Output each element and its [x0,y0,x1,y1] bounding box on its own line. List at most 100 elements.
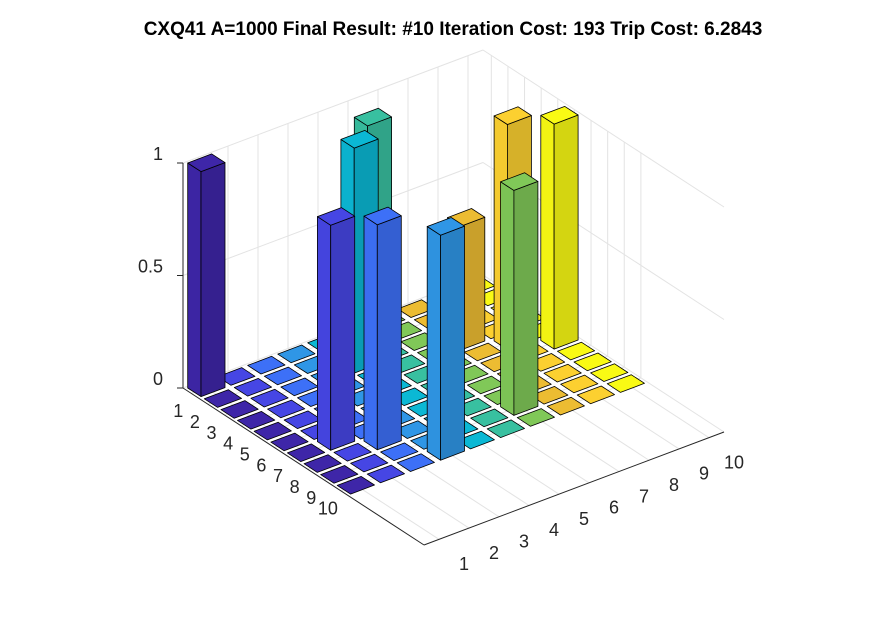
bar-side [426,226,441,461]
bar-top [486,419,525,439]
bar-side [500,181,515,416]
bar [253,421,292,441]
bar-side [316,216,332,451]
bar [573,352,612,372]
bar [380,442,419,462]
bar [233,377,273,397]
bar [500,172,539,416]
bar-front [553,114,579,350]
bar-side [187,162,202,398]
bar-top [320,465,359,484]
bar-top [576,385,615,405]
y-tick-label: 9 [306,488,316,508]
bar [263,366,303,386]
y-tick-label: 8 [290,477,300,497]
bar-top [540,106,579,125]
bar-top [220,400,259,419]
bar-side [363,215,378,451]
bar [590,363,629,382]
z-tick-label: 0.5 [138,256,163,276]
bar [606,374,645,393]
bar-top [336,475,375,495]
bar [277,344,316,364]
bar-front [330,215,356,451]
grid-line [182,49,484,164]
bar-top [250,388,289,408]
bar-top [363,206,402,226]
bar-top [253,421,292,441]
bar [336,475,375,495]
z-tick-label: 1 [153,144,163,164]
bar [247,355,286,375]
bar [203,389,243,408]
bar-top [340,129,379,149]
bar [217,367,256,386]
y-tick-label: 3 [207,423,217,443]
bar [270,432,309,452]
chart-title: CXQ41 A=1000 Final Result: #10 Iteration… [144,19,763,40]
y-tick-label: 4 [223,434,233,454]
x-tick-label: 4 [549,520,559,540]
bar-top [217,367,256,386]
y-tick-label: 2 [190,412,200,432]
bar [530,385,569,405]
bar-top [557,341,596,361]
x-tick-label: 1 [459,554,469,574]
bar-top [366,464,405,484]
bar-side [540,115,555,350]
bar-top [456,430,495,450]
bar-top [277,344,316,364]
y-axis [182,387,425,546]
bar [426,217,465,461]
bar-top [270,432,309,452]
bar [267,399,306,419]
bar [366,464,405,484]
bar [516,408,555,427]
bar [320,465,359,484]
x-axis [423,431,725,546]
bar-top [573,352,612,372]
bar [286,443,326,463]
bar-top [247,355,286,375]
bar [557,341,596,361]
bar [237,410,276,430]
bar-top [396,453,435,472]
bar-top [233,377,273,397]
x-tick-label: 6 [609,498,619,518]
bar [486,419,525,439]
bar-top [267,399,306,419]
y-tick-label: 5 [240,444,250,464]
x-tick-label: 8 [669,475,679,495]
bar-front [513,180,539,416]
bar-top [546,396,585,416]
bar [333,442,372,462]
bar [363,206,402,451]
bar-top [560,374,599,394]
x-tick-label: 9 [699,464,709,484]
bar-top [493,106,532,125]
bar [456,430,495,450]
bar-top [426,217,465,236]
x-tick-label: 5 [579,509,589,529]
y-tick-label: 6 [256,455,266,475]
x-tick-label: 3 [519,532,529,552]
bar-top [286,443,326,463]
bar-top [303,454,342,473]
bar [303,454,342,473]
bar-top [187,153,226,173]
bar-top [353,107,393,127]
bar [187,153,226,398]
y-tick-label: 1 [173,401,183,421]
bar-top [263,366,303,386]
bar [470,408,509,428]
bar [560,374,599,394]
bar-front [376,215,402,451]
bar-top [350,453,389,473]
bar [350,453,389,473]
bar-top [530,385,569,405]
x-tick-label: 7 [639,486,649,506]
y-tick-label: 7 [273,466,283,486]
bar [396,453,435,472]
bar [220,400,259,419]
